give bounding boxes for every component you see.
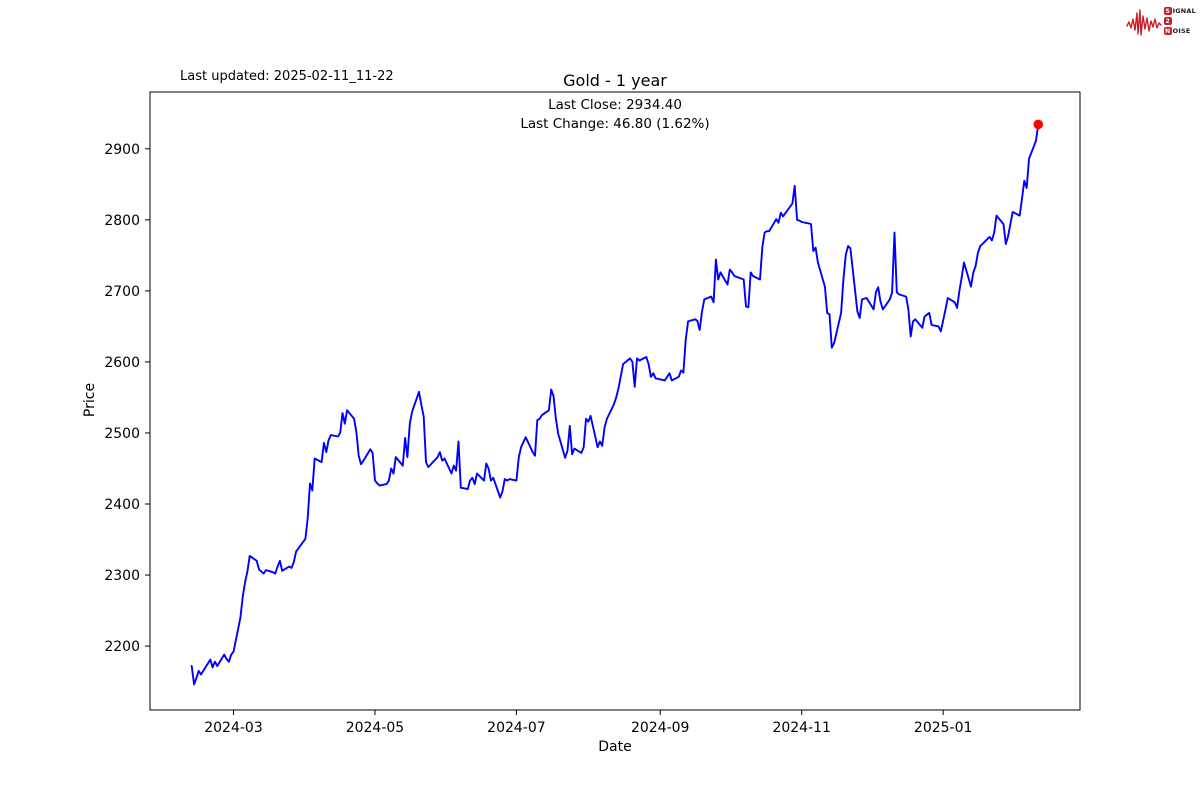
x-tick-label: 2025-01 (914, 720, 973, 736)
chart-title: Gold - 1 year (563, 71, 667, 90)
logo-badge-n: N (1163, 27, 1172, 35)
x-axis-label: Date (598, 739, 632, 755)
x-tick-label: 2024-05 (346, 720, 405, 736)
y-tick-label: 2500 (104, 426, 140, 442)
last-close-annotation: Last Close: 2934.40 (548, 97, 682, 113)
logo-word-noise: OISE (1172, 27, 1191, 35)
y-tick-label: 2300 (104, 568, 140, 584)
last-close-marker (1033, 119, 1044, 130)
x-tick-label: 2024-09 (631, 720, 690, 736)
last-change-annotation: Last Change: 46.80 (1.62%) (520, 116, 710, 132)
chart-annotations: Last Close: 2934.40 Last Change: 46.80 (… (150, 96, 1080, 134)
gold-price-line (190, 123, 1040, 686)
x-tick-label: 2024-11 (772, 720, 831, 736)
x-tick-label: 2024-03 (204, 720, 263, 736)
signal2noise-logo: S IGNAL 2 N OISE (1125, 4, 1196, 38)
logo-row-two: 2 (1163, 17, 1196, 26)
y-tick-label: 2800 (104, 213, 140, 229)
y-tick-label: 2600 (104, 355, 140, 371)
x-tick-label: 2024-07 (487, 720, 546, 736)
plot-border (149, 91, 1081, 711)
last-updated-text: Last updated: 2025-02-11_11-22 (180, 69, 394, 84)
signal2noise-waveform-icon (1125, 9, 1162, 36)
logo-word-signal: IGNAL (1172, 7, 1196, 15)
logo-badge-2: 2 (1163, 17, 1172, 25)
y-tick-label: 2400 (104, 497, 140, 513)
y-tick-label: 2900 (104, 142, 140, 158)
logo-row-signal: S IGNAL (1163, 7, 1196, 16)
logo-badge-s: S (1163, 7, 1172, 15)
y-tick-label: 2700 (104, 284, 140, 300)
logo-text: S IGNAL 2 N OISE (1163, 7, 1196, 36)
logo-row-noise: N OISE (1163, 27, 1196, 36)
y-tick-label: 2200 (104, 639, 140, 655)
